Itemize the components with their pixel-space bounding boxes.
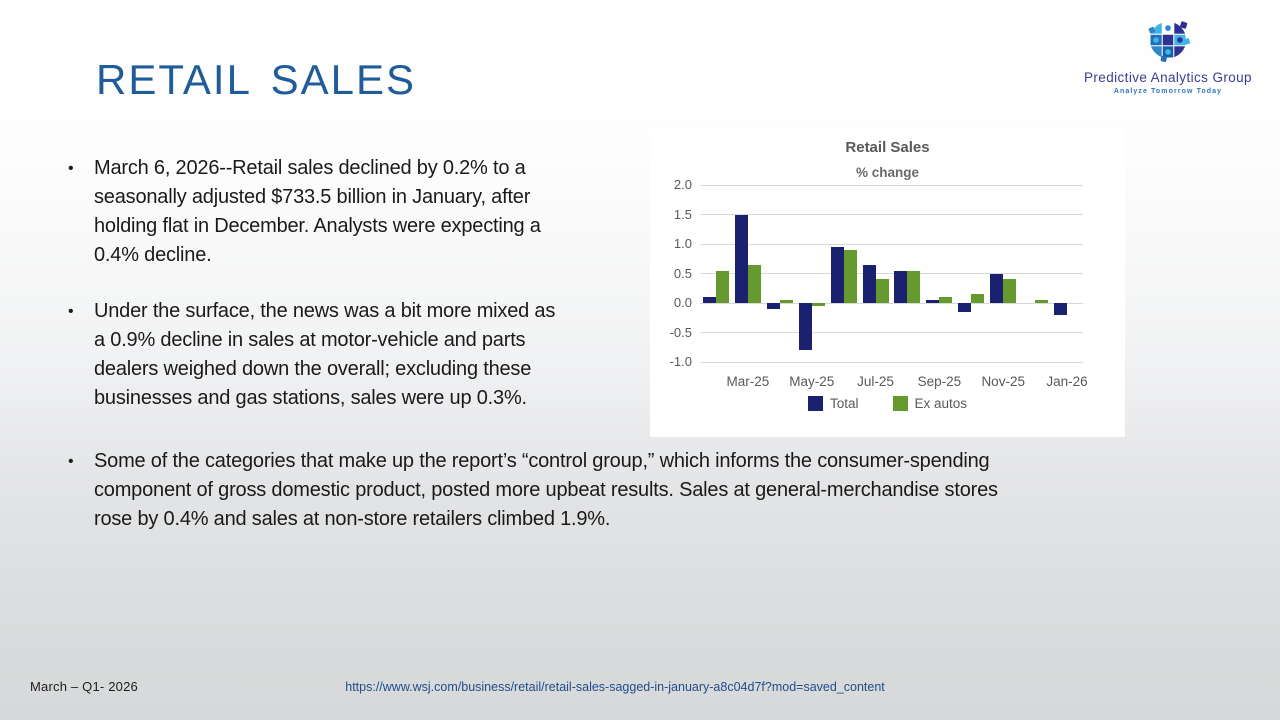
y-tick-label: 2.0 <box>673 177 692 192</box>
bar-ex-autos <box>811 303 825 306</box>
chart-gridline <box>700 302 1083 304</box>
bullet-marker: • <box>68 303 74 320</box>
logo: Predictive Analytics Group Analyze Tomor… <box>1080 12 1256 95</box>
chart-subtitle: % change <box>855 165 920 180</box>
bar-ex-autos <box>1035 300 1049 303</box>
logo-tagline: Analyze Tomorrow Today <box>1113 88 1223 95</box>
x-tick-label: Jul-25 <box>857 374 894 389</box>
bullet-marker: • <box>68 453 74 470</box>
retail-sales-chart: Retail Sales % change 2.0 1.5 1.0 0.5 0.0 -0.… <box>650 127 1125 437</box>
bar-total <box>1054 303 1068 315</box>
x-tick-label: Mar-25 <box>726 374 770 389</box>
bar-ex-autos <box>843 249 857 303</box>
legend-swatch <box>892 396 908 411</box>
y-tick-label: 1.5 <box>673 206 692 222</box>
bar-total <box>894 270 908 303</box>
page-title: Retail Sales <box>96 40 417 107</box>
bar-total <box>990 273 1004 303</box>
bar-total <box>862 264 876 303</box>
bar-ex-autos <box>715 270 729 303</box>
chart-y-axis: 2.0 1.5 1.0 0.5 0.0 -0.5 -1.0 <box>650 177 692 369</box>
legend-label: Ex autos <box>914 396 968 411</box>
chart-x-axis: Mar-25 May-25 Jul-25 Sep-25 Nov-25 Jan-26 <box>700 374 1087 392</box>
legend-swatch <box>807 396 823 411</box>
bar-total <box>734 214 748 303</box>
bar-total <box>958 303 972 312</box>
y-tick-label: 1.0 <box>673 236 692 251</box>
x-tick-label: Sep-25 <box>917 374 962 389</box>
chart-legend: Total Ex autos <box>650 396 1125 411</box>
legend-item-total: Total <box>807 396 859 411</box>
y-tick-label: 0.0 <box>673 295 692 310</box>
y-tick-label: 0.5 <box>673 265 692 281</box>
y-tick-label: -0.5 <box>669 324 692 340</box>
bar-total <box>926 300 940 303</box>
bar-ex-autos <box>875 279 889 303</box>
footer-date: March – Q1- 2026 <box>30 679 138 694</box>
bar-ex-autos <box>939 297 953 303</box>
bar-ex-autos <box>747 264 761 303</box>
chart-gridline <box>700 184 1083 186</box>
chart-gridline <box>700 243 1083 245</box>
legend-item-ex-autos: Ex autos <box>892 396 968 411</box>
chart-plot <box>700 184 1083 363</box>
bullet-marker: • <box>68 160 74 177</box>
bullet-text-3: Some of the categories that make up the … <box>94 450 998 530</box>
x-tick-label: Nov-25 <box>981 374 1025 389</box>
chart-gridline <box>700 332 1083 333</box>
bar-total <box>766 303 780 309</box>
bar-total <box>830 246 844 303</box>
chart-gridline <box>700 214 1083 215</box>
x-tick-label: Jan-26 <box>1046 374 1088 389</box>
bar-total <box>702 297 716 303</box>
y-tick-label: -1.0 <box>669 354 692 369</box>
puzzle-globe-icon <box>1148 21 1191 63</box>
bullet-text-2: Under the surface, the news was a bit mo… <box>94 300 556 409</box>
logo-name: Predictive Analytics Group <box>1084 70 1252 85</box>
bar-ex-autos <box>907 270 921 303</box>
x-tick-label: May-25 <box>789 374 835 389</box>
bullet-item-1: • March 6, 2026--Retail sales declined b… <box>64 154 639 270</box>
legend-label: Total <box>829 396 859 411</box>
bar-ex-autos <box>971 294 985 303</box>
chart-gridline <box>700 273 1083 274</box>
footer-source-link[interactable]: https://www.wsj.com/business/retail/reta… <box>345 680 885 694</box>
bar-ex-autos <box>779 300 793 303</box>
bar-ex-autos <box>1003 279 1017 303</box>
chart-title: Retail Sales <box>845 139 930 156</box>
chart-gridline <box>700 361 1083 363</box>
bar-total <box>798 303 812 351</box>
bullet-item-2: • Under the surface, the news was a bit … <box>64 297 639 413</box>
bullet-item-3: • Some of the categories that make up th… <box>64 447 1224 534</box>
bullet-text-1: March 6, 2026--Retail sales declined by … <box>94 157 541 266</box>
